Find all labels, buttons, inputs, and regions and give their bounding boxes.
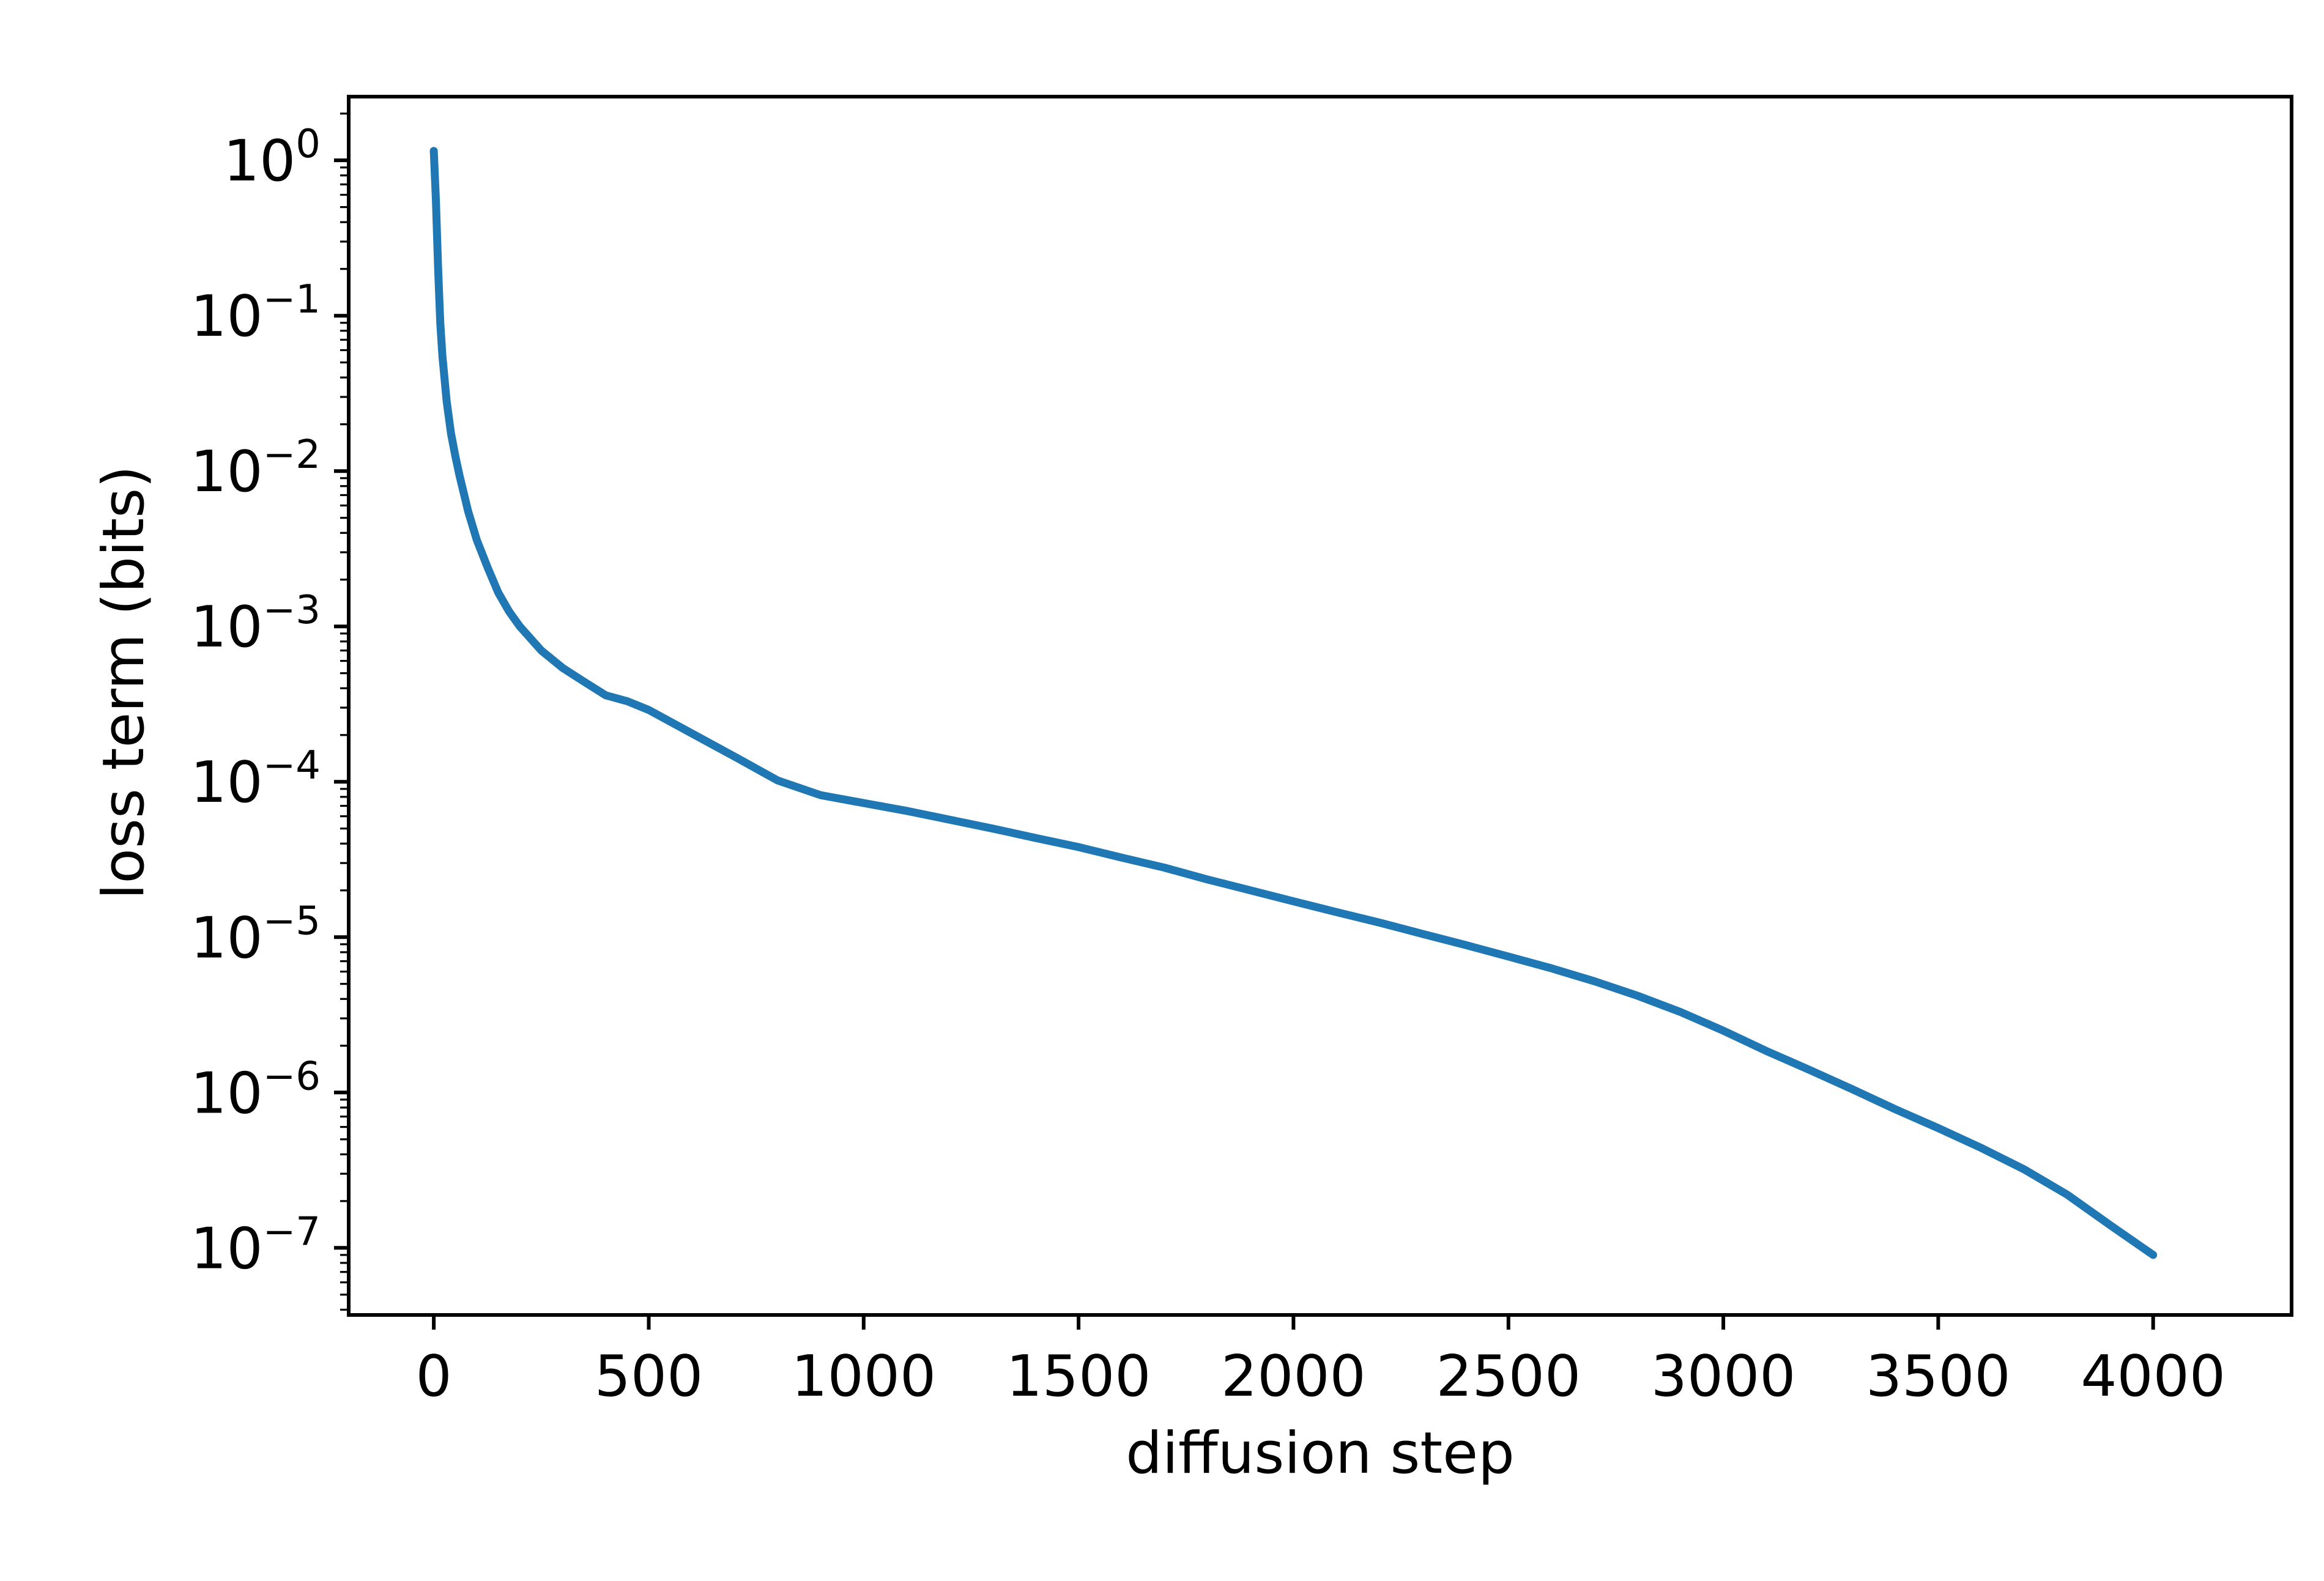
y-tick-label: 10−4 bbox=[190, 743, 321, 815]
x-tick-label: 4000 bbox=[2081, 1343, 2226, 1409]
y-tick-label: 10−7 bbox=[190, 1209, 321, 1281]
y-tick-label: 100 bbox=[223, 122, 321, 194]
axes-spines bbox=[347, 95, 2293, 1317]
y-tick-label: 10−3 bbox=[190, 588, 321, 660]
loss-curve bbox=[429, 147, 2158, 1259]
x-tick-label: 3000 bbox=[1651, 1343, 1796, 1409]
y-tick-label: 10−5 bbox=[190, 898, 321, 971]
x-tick-label: 0 bbox=[416, 1343, 452, 1409]
x-tick-label: 2000 bbox=[1221, 1343, 1366, 1409]
y-axis-title: loss term (bits) bbox=[91, 465, 157, 900]
y-tick-label: 10−6 bbox=[190, 1054, 321, 1126]
x-axis-title: diffusion step bbox=[1126, 1420, 1515, 1487]
y-tick-label: 10−2 bbox=[190, 432, 321, 505]
x-tick-label: 1000 bbox=[791, 1343, 936, 1409]
x-tick-label: 500 bbox=[595, 1343, 704, 1409]
x-tick-label: 1500 bbox=[1006, 1343, 1151, 1409]
x-tick-label: 3500 bbox=[1866, 1343, 2011, 1409]
x-tick-label: 2500 bbox=[1436, 1343, 1581, 1409]
y-tick-label: 10−1 bbox=[190, 277, 321, 349]
